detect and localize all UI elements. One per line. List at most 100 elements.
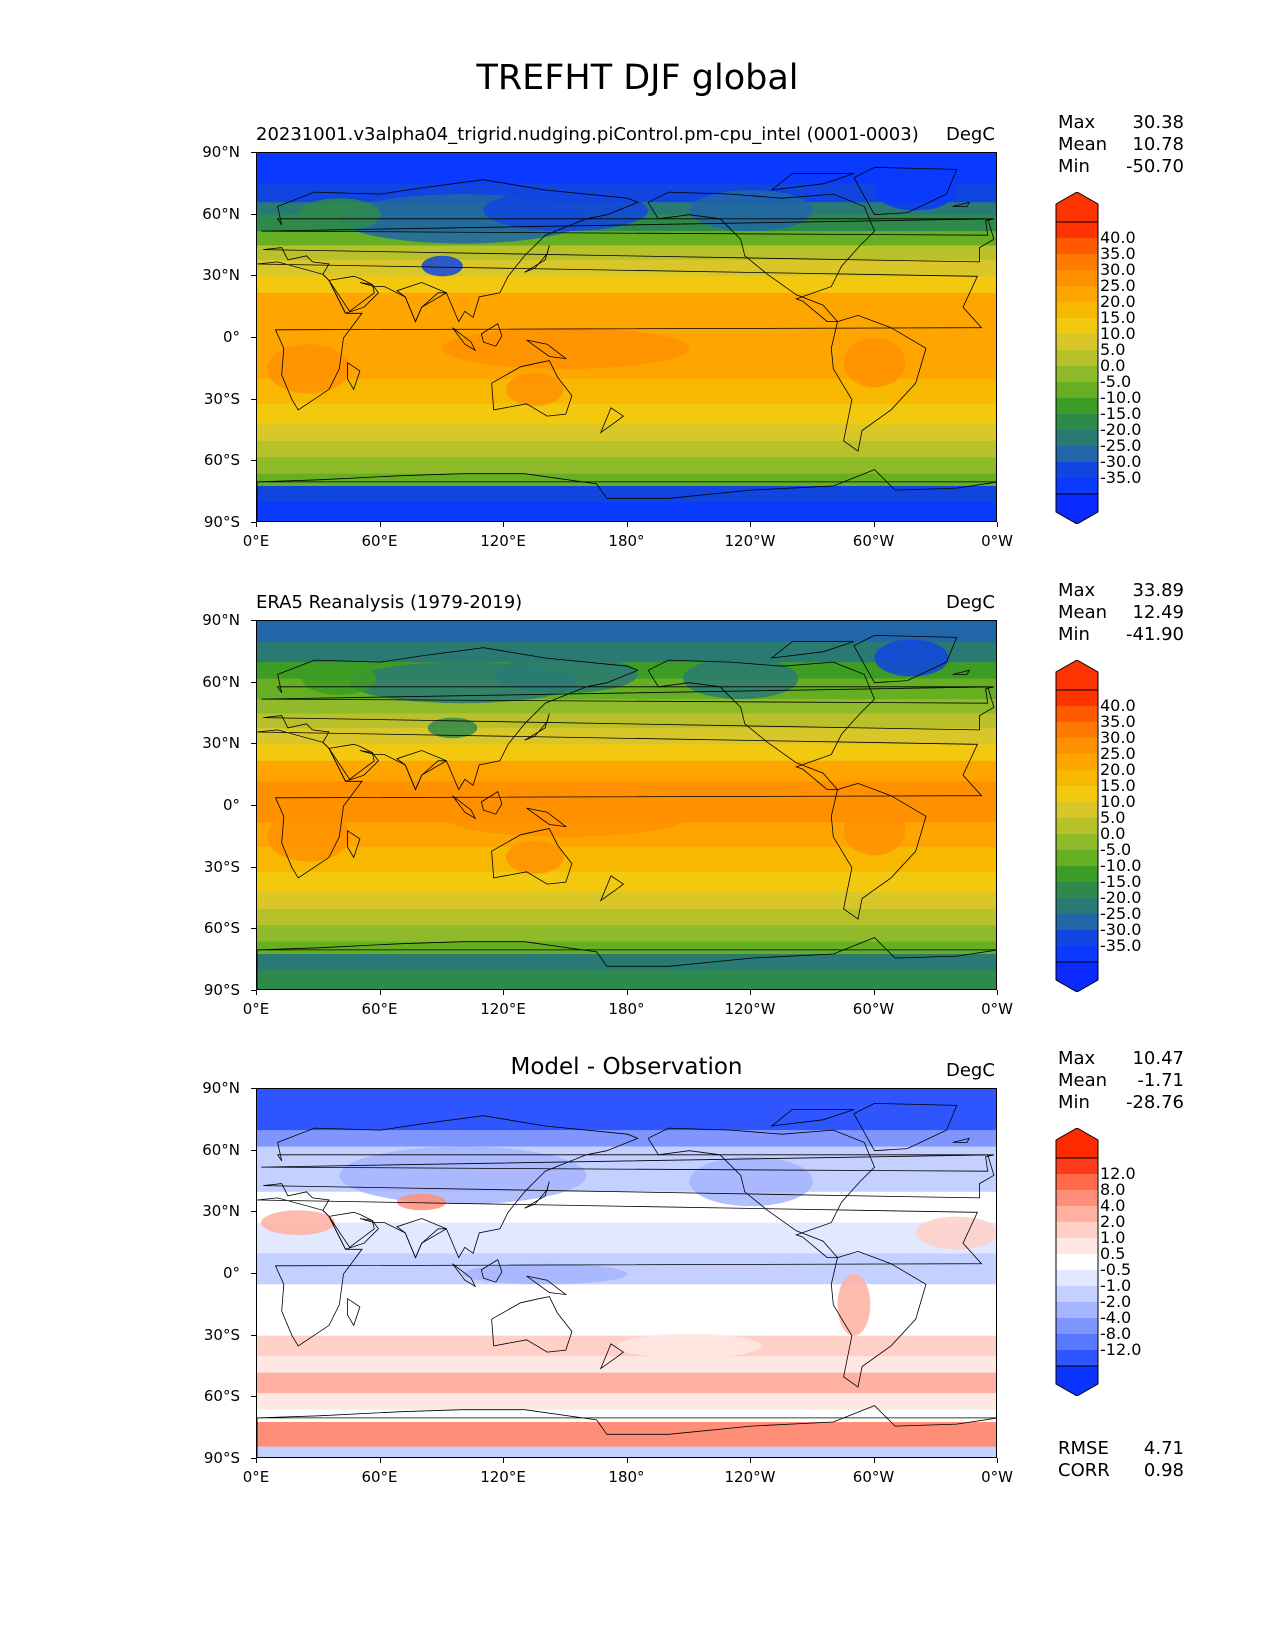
- colorbar-label: 40.0: [1100, 696, 1136, 715]
- y-tick-label: 60°N: [202, 672, 240, 691]
- stat-label: Max: [1058, 112, 1096, 133]
- stat-label: Max: [1058, 580, 1096, 601]
- coastline-australia: [491, 1296, 573, 1353]
- y-tick-mark: [251, 1149, 256, 1151]
- warm-region: [843, 806, 906, 856]
- stats-box: Max 10.47 Mean -1.71 Min -28.76: [1058, 1048, 1184, 1114]
- colorbar-swatch: [1056, 462, 1098, 478]
- x-tick-label: 120°E: [480, 1000, 526, 1018]
- colorbar-swatch: [1056, 866, 1098, 882]
- diff-region: [689, 1156, 813, 1207]
- diff-band: [257, 1304, 996, 1337]
- colorbar-swatch: [1056, 722, 1098, 738]
- cold-region: [689, 190, 813, 232]
- coastline-canadaIsl: [770, 1109, 855, 1127]
- colorbar-swatch: [1056, 1222, 1098, 1238]
- coastline-uk: [261, 218, 994, 236]
- x-tick-label: 120°W: [724, 532, 776, 550]
- y-tick-mark: [251, 460, 256, 462]
- lat-band: [257, 473, 996, 487]
- x-tick-mark: [997, 990, 998, 995]
- x-tick-mark: [379, 990, 381, 995]
- stat-row-max: Max 10.47: [1058, 1048, 1184, 1070]
- x-tick-label: 120°W: [724, 1468, 776, 1486]
- y-tick-label: 90°S: [203, 513, 240, 531]
- y-tick-label: 30°N: [202, 266, 240, 285]
- stat-label: Min: [1058, 156, 1090, 177]
- colorbar-label: -35.0: [1100, 936, 1142, 955]
- colorbar-label: -15.0: [1100, 404, 1142, 423]
- diff-region: [915, 1216, 996, 1250]
- colorbar-swatch: [1056, 302, 1098, 318]
- colorbar-swatch: [1056, 1302, 1098, 1318]
- y-tick-mark: [251, 152, 256, 153]
- map-area[interactable]: [256, 152, 997, 522]
- stats-box: Max 30.38 Mean 10.78 Min -50.70: [1058, 112, 1184, 178]
- x-tick-mark: [750, 990, 751, 995]
- y-tick-label: 60°N: [202, 204, 240, 223]
- map-area[interactable]: [256, 1088, 997, 1458]
- lat-band: [257, 925, 996, 943]
- colorbar-swatch: [1056, 238, 1098, 254]
- colorbar-swatch: [1056, 270, 1098, 286]
- colorbar-label: 15.0: [1100, 308, 1136, 327]
- map-area[interactable]: [256, 620, 997, 990]
- map-panel-2: ERA5 Reanalysis (1979-2019) DegC Max 33.…: [0, 0, 1275, 1018]
- warm-region: [843, 338, 906, 388]
- colorbar-label: 10.0: [1100, 792, 1136, 811]
- colorbar: [1055, 1128, 1099, 1396]
- x-tick-label: 60°E: [361, 1000, 398, 1018]
- diff-band: [257, 1372, 996, 1394]
- diff-band: [257, 1089, 996, 1131]
- lat-band: [257, 970, 996, 989]
- coastline-iceland: [952, 669, 970, 675]
- y-tick-mark: [251, 1334, 256, 1336]
- x-tick-label: 0°E: [242, 532, 270, 550]
- coastline-nz: [599, 875, 625, 902]
- y-tick-label: 30°S: [203, 857, 240, 876]
- x-tick-mark: [503, 1458, 504, 1463]
- diff-band: [257, 1356, 996, 1374]
- y-tick-label: 60°S: [203, 919, 240, 938]
- colorbar-frame: [1055, 689, 1099, 963]
- diff-band: [257, 1222, 996, 1254]
- colorbar-label: -4.0: [1100, 1308, 1132, 1327]
- panel-title: ERA5 Reanalysis (1979-2019): [256, 592, 523, 613]
- stat-value: -1.71: [1137, 1070, 1184, 1091]
- x-tick-mark: [997, 1458, 998, 1463]
- coastline-eurasia: [263, 1115, 995, 1259]
- colorbar-label: -10.0: [1100, 388, 1142, 407]
- y-tick-mark: [251, 337, 256, 338]
- colorbar-swatch: [1056, 850, 1098, 866]
- coastline-newguinea: [526, 1275, 568, 1296]
- colorbar-swatch: [1056, 414, 1098, 430]
- colorbar-label: 35.0: [1100, 712, 1136, 731]
- coastline-sumatra: [452, 795, 477, 820]
- x-tick-mark: [750, 1458, 751, 1463]
- coastline-india: [396, 750, 447, 791]
- colorbar-swatch: [1056, 1286, 1098, 1302]
- colorbar-swatch: [1056, 366, 1098, 382]
- stat-row-min: Min -50.70: [1058, 156, 1184, 178]
- lat-band: [257, 941, 996, 955]
- colorbar-label: 35.0: [1100, 244, 1136, 263]
- coastline-arabia: [328, 1211, 379, 1250]
- coastline-sam: [830, 314, 927, 452]
- colorbar-swatch: [1056, 818, 1098, 834]
- stat-row-max: Max 30.38: [1058, 112, 1184, 134]
- x-tick-label: 60°E: [361, 1468, 398, 1486]
- panel-title: Model - Observation: [510, 1054, 743, 1080]
- colorbar-label: -30.0: [1100, 452, 1142, 471]
- coastline-nam: [647, 191, 875, 322]
- coastline-eurasia: [263, 647, 995, 791]
- colorbar-swatch: [1056, 350, 1098, 366]
- lat-band: [257, 871, 996, 893]
- lat-band: [257, 276, 996, 294]
- colorbar: [1055, 660, 1099, 992]
- coastline-nam: [647, 659, 875, 790]
- diff-region: [462, 1263, 628, 1285]
- x-tick-label: 180°: [608, 532, 645, 550]
- lat-band: [257, 744, 996, 762]
- lat-band: [257, 954, 996, 971]
- x-tick-mark: [626, 522, 628, 527]
